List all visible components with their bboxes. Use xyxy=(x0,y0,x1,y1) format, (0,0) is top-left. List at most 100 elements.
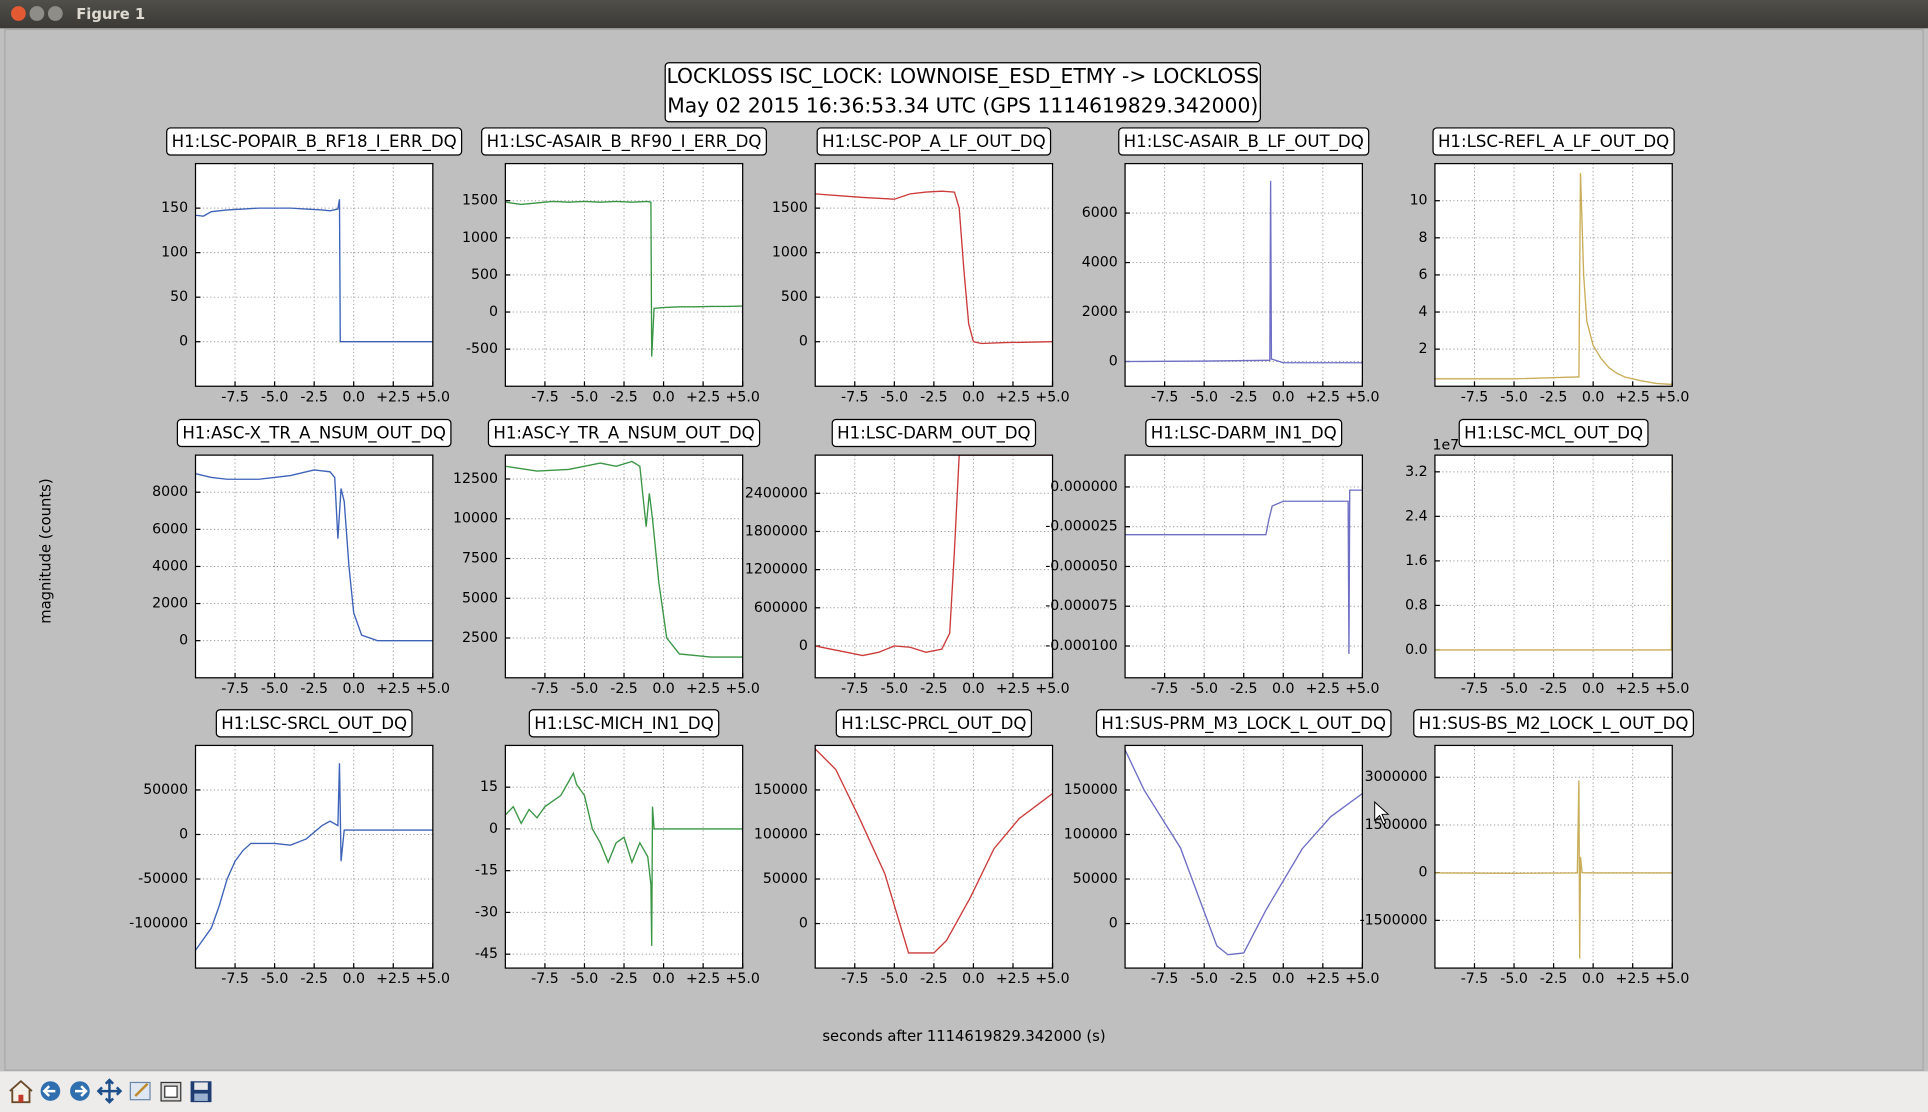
x-tick-label: -2.5 xyxy=(1230,971,1258,987)
x-tick-label: -2.5 xyxy=(1540,681,1568,697)
x-tick-label: +5.0 xyxy=(1655,389,1689,405)
y-tick-label: 7500 xyxy=(462,551,498,567)
x-tick-label: +5.0 xyxy=(1655,681,1689,697)
y-tick-label: 0 xyxy=(489,821,498,837)
y-tick-label: 0 xyxy=(179,633,188,649)
plot-frame xyxy=(1124,744,1364,969)
subplot-title-box xyxy=(835,709,1033,738)
y-tick-label: -500 xyxy=(466,341,498,357)
subplot-title: H1:LSC-DARM_OUT_DQ xyxy=(837,424,1030,444)
subplot-title: H1:LSC-MCL_OUT_DQ xyxy=(1464,424,1643,444)
x-tick-label: -5.0 xyxy=(571,971,599,987)
x-tick-label: -7.5 xyxy=(1151,389,1179,405)
x-tick-label: +5.0 xyxy=(416,971,450,987)
x-tick-label: 0.0 xyxy=(342,389,364,405)
subplot-title: H1:LSC-POPAIR_B_RF18_I_ERR_DQ xyxy=(172,132,457,152)
subplot-title-box xyxy=(166,127,463,156)
data-line xyxy=(1434,780,1673,959)
forward-button[interactable] xyxy=(70,1081,90,1101)
y-tick-label: 2400000 xyxy=(745,485,808,501)
x-tick-label: -5.0 xyxy=(261,681,289,697)
subplot-title-box xyxy=(176,418,452,448)
x-tick-label: -5.0 xyxy=(881,971,909,987)
x-tick-label: -5.0 xyxy=(261,389,289,405)
x-tick-label: -2.5 xyxy=(920,681,948,697)
home-button[interactable] xyxy=(9,1080,33,1104)
x-tick-label: 0.0 xyxy=(342,971,364,987)
plot-frame xyxy=(504,162,744,387)
y-tick-label: 0 xyxy=(799,916,808,932)
x-tick-label: -2.5 xyxy=(610,389,638,405)
subplot-title: H1:LSC-REFL_A_LF_OUT_DQ xyxy=(1438,132,1669,152)
y-tick-label: 2000 xyxy=(152,596,188,612)
y-tick-label: -0.000025 xyxy=(1045,519,1117,535)
x-tick-label: +5.0 xyxy=(416,389,450,405)
plot-frame xyxy=(814,744,1054,969)
y-tick-label: 8000 xyxy=(152,484,188,500)
y-tick-label: 4000 xyxy=(152,558,188,574)
subplot-title: H1:LSC-PRCL_OUT_DQ xyxy=(841,714,1026,734)
x-tick-label: -2.5 xyxy=(1230,389,1258,405)
y-tick-label: 1000 xyxy=(772,245,808,261)
x-tick-label: +5.0 xyxy=(726,681,760,697)
plot-frame xyxy=(814,162,1054,387)
save-button[interactable] xyxy=(190,1081,212,1103)
close-button[interactable] xyxy=(11,6,26,21)
y-tick-label: -0.000075 xyxy=(1045,598,1117,614)
x-tick-label: +5.0 xyxy=(1035,389,1069,405)
x-tick-label: -2.5 xyxy=(300,681,328,697)
x-tick-label: 0.0 xyxy=(1272,681,1294,697)
configure-button[interactable] xyxy=(160,1081,182,1102)
x-tick-label: -5.0 xyxy=(1500,971,1528,987)
x-tick-label: -7.5 xyxy=(1461,681,1489,697)
data-line xyxy=(815,748,1053,954)
maximize-button[interactable] xyxy=(47,6,63,21)
y-tick-label: 2 xyxy=(1419,341,1428,357)
y-tick-label: 50000 xyxy=(763,871,808,887)
y-tick-label: 500 xyxy=(471,267,498,283)
y-tick-label: 50000 xyxy=(143,782,188,798)
data-line xyxy=(195,469,433,642)
y-tick-label: 10000 xyxy=(453,511,498,527)
x-tick-label: -5.0 xyxy=(1500,389,1528,405)
x-tick-label: +2.5 xyxy=(996,971,1030,987)
x-tick-label: +2.5 xyxy=(1616,681,1650,697)
y-tick-label: 4000 xyxy=(1082,255,1118,271)
y-tick-label: 12500 xyxy=(453,471,498,487)
y-tick-label: 6 xyxy=(1419,267,1428,283)
y-tick-label: 50000 xyxy=(1073,871,1118,887)
zoom-button[interactable] xyxy=(129,1081,151,1101)
x-tick-label: -2.5 xyxy=(1540,971,1568,987)
back-button[interactable] xyxy=(40,1081,61,1101)
x-tick-label: -7.5 xyxy=(1461,389,1489,405)
y-tick-label: 0 xyxy=(799,334,808,350)
minimize-button[interactable] xyxy=(29,6,45,21)
data-line xyxy=(815,455,1053,657)
x-tick-label: +5.0 xyxy=(1345,971,1379,987)
subplot-title-box xyxy=(1145,418,1343,448)
y-tick-label: 0 xyxy=(179,826,188,842)
subplot-title-box xyxy=(1413,709,1695,738)
x-tick-label: +2.5 xyxy=(1616,389,1650,405)
x-tick-label: -2.5 xyxy=(920,389,948,405)
window-title: Figure 1 xyxy=(76,6,145,23)
data-line xyxy=(505,460,743,658)
y-tick-label: 3000000 xyxy=(1365,769,1428,785)
x-tick-label: +2.5 xyxy=(686,971,720,987)
y-tick-label: 150000 xyxy=(754,782,808,798)
x-tick-label: -7.5 xyxy=(531,389,559,405)
pan-button[interactable] xyxy=(96,1078,123,1104)
offset-text: 1e7 xyxy=(1432,437,1459,453)
subplot-title-box xyxy=(481,127,767,156)
subplot-title: H1:LSC-POP_A_LF_OUT_DQ xyxy=(822,132,1046,152)
y-tick-label: 500 xyxy=(781,289,808,305)
x-tick-label: +5.0 xyxy=(1035,681,1069,697)
x-tick-label: -5.0 xyxy=(571,681,599,697)
y-tick-label: -1500000 xyxy=(1360,912,1428,928)
x-tick-label: -7.5 xyxy=(221,681,249,697)
y-tick-label: 1800000 xyxy=(745,523,808,539)
subplot-title: H1:LSC-SRCL_OUT_DQ xyxy=(221,714,407,734)
plot-frame xyxy=(1434,162,1673,387)
y-tick-label: -100000 xyxy=(129,916,188,932)
y-tick-label: 0 xyxy=(179,334,188,350)
